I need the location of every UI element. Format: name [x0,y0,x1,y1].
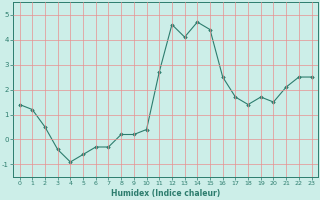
X-axis label: Humidex (Indice chaleur): Humidex (Indice chaleur) [111,189,220,198]
